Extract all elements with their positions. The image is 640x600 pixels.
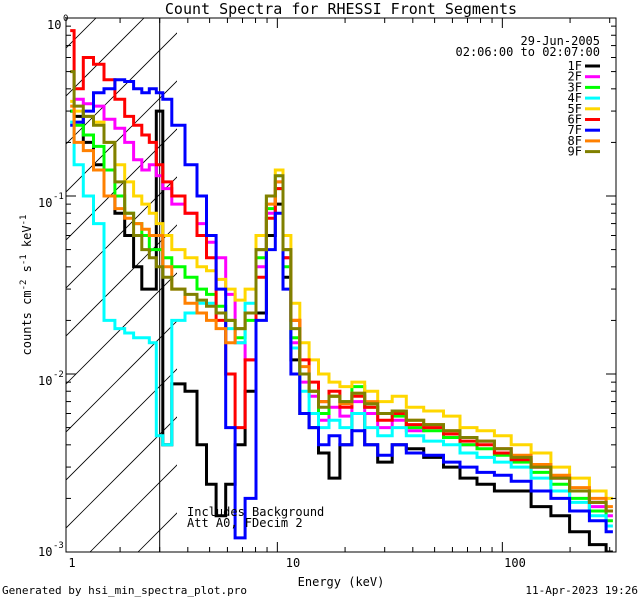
y-tick-label-1e-2: 10 -2 [38,370,64,388]
x-axis-label: Energy (keV) [298,575,385,589]
svg-text:10: 10 [38,545,52,559]
svg-text:10: 10 [38,374,52,388]
svg-text:-3: -3 [53,541,64,551]
time-range-label: 02:06:00 to 02:07:00 [456,45,601,59]
series-layer [70,29,613,552]
x-tick-label-1: 1 [68,556,75,570]
y-tick-label-1e-1: 10 -1 [38,192,64,210]
legend-label-5F: 5F [568,102,582,116]
series-6F [70,29,613,513]
legend-label-3F: 3F [568,80,582,94]
x-tick-label-10: 10 [286,556,300,570]
legend-label-2F: 2F [568,70,582,84]
y-axis-label: counts cm-2 s-1 keV-1 [19,215,34,356]
series-5F [70,99,613,500]
legend-label-9F: 9F [568,145,582,159]
background-hatched-region [0,0,177,552]
footer-generated-by: Generated by hsi_min_spectra_plot.pro [2,584,248,597]
svg-text:10: 10 [38,196,52,210]
hatch-line [66,128,177,241]
legend-label-8F: 8F [568,134,582,148]
x-tick-label-100: 100 [504,556,526,570]
svg-text:-1: -1 [53,192,64,202]
hatch-line [66,18,145,97]
svg-text:0: 0 [63,14,68,24]
hatch-line [66,32,177,145]
y-tick-label-1e0: 10 0 [47,14,68,32]
legend-label-6F: 6F [568,113,582,127]
hatch-line [0,0,114,552]
legend-label-7F: 7F [568,123,582,137]
hatch-line [137,512,177,552]
chart-title: Count Spectra for RHESSI Front Segments [165,0,517,18]
legend-label-1F: 1F [568,59,582,73]
svg-text:10: 10 [47,18,61,32]
date-label: 29-Jun-2005 [521,34,600,48]
axis-ticks [66,17,616,553]
note-background: Includes Background [187,505,324,519]
series-9F [70,70,613,513]
plot-frame [65,17,617,553]
legend-label-4F: 4F [568,91,582,105]
y-tick-label-1e-3: 10 -3 [38,541,64,559]
hatch-line [66,416,177,529]
svg-text:-2: -2 [53,370,64,380]
hatch-line [66,368,177,481]
note-attenuator: Att A0, FDecim 2 [187,516,303,530]
footer-timestamp: 11-Apr-2023 19:26 [525,584,638,597]
series-7F [70,78,613,540]
hatch-line [66,176,177,289]
